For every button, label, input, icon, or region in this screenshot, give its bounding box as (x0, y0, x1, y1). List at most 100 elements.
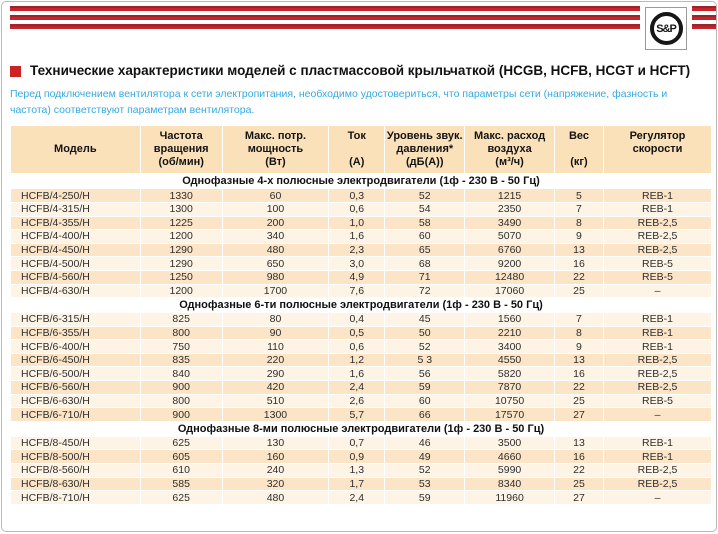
model-cell: HCFB/4-250/H (10, 188, 141, 203)
value-cell: 27 (553, 407, 605, 422)
value-cell: 1,0 (328, 215, 386, 231)
value-cell: 12480 (464, 269, 555, 285)
table-row: HCFB/4-560/H 1250 980 4,9 71 12480 22 REB-5 (10, 269, 712, 285)
table-row: HCFB/8-560/H 610 240 1,3 52 5990 22 REB-2,5 (10, 463, 712, 478)
value-cell: 625 (139, 435, 223, 451)
column-header-max-power: Макс. потр. мощность (Вт) (221, 125, 330, 175)
value-cell: 2,4 (328, 380, 386, 395)
model-cell: HCFB/8-450/H (10, 435, 141, 451)
column-header-max-airflow: Макс. расход воздуха (м³/ч) (464, 125, 555, 175)
sp-logo-text: S&P (656, 22, 677, 35)
value-cell: 585 (139, 476, 223, 492)
value-cell: 3400 (464, 339, 555, 354)
model-cell: HCFB/8-560/H (10, 463, 141, 478)
brand-stripes-left (10, 6, 640, 33)
value-cell: 3500 (464, 435, 555, 451)
value-cell: 1215 (464, 188, 555, 203)
model-cell: HCFB/4-315/H (10, 201, 141, 217)
table-row: HCFB/8-500/H 605 160 0,9 49 4660 16 REB-1 (10, 449, 712, 465)
value-cell: 2,3 (328, 242, 386, 258)
value-cell: 1,2 (328, 352, 386, 368)
value-cell: 66 (384, 407, 466, 422)
model-cell: HCFB/6-630/H (10, 393, 141, 409)
value-cell: 5 (553, 188, 605, 203)
value-cell: 27 (553, 490, 605, 505)
value-cell: REB-5 (603, 269, 712, 285)
title-row: Технические характеристики моделей с пла… (10, 63, 708, 79)
table-row: HCFB/4-250/H 1330 60 0,3 52 1215 5 REB-1 (10, 188, 712, 203)
model-cell: HCFB/4-450/H (10, 242, 141, 258)
value-cell: REB-2,5 (603, 366, 712, 382)
value-cell: 52 (384, 188, 466, 203)
value-cell: 65 (384, 242, 466, 258)
value-cell: 49 (384, 449, 466, 465)
value-cell: 480 (221, 242, 330, 258)
value-cell: 8340 (464, 476, 555, 492)
value-cell: 1700 (221, 283, 330, 299)
value-cell: 480 (221, 490, 330, 505)
brand-stripes-right (692, 6, 716, 33)
value-cell: 825 (139, 312, 223, 327)
table-row: HCFB/8-450/H 625 130 0,7 46 3500 13 REB-1 (10, 435, 712, 451)
red-stripe (692, 15, 716, 20)
value-cell: 3490 (464, 215, 555, 231)
value-cell: 200 (221, 215, 330, 231)
red-square-bullet-icon (10, 66, 21, 77)
value-cell: 100 (221, 201, 330, 217)
value-cell: 900 (139, 380, 223, 395)
value-cell: 1300 (139, 201, 223, 217)
sp-logo: S&P (645, 7, 687, 50)
value-cell: 17060 (464, 283, 555, 299)
value-cell: 0,7 (328, 435, 386, 451)
value-cell: 625 (139, 490, 223, 505)
value-cell: 22 (553, 463, 605, 478)
value-cell: 25 (553, 476, 605, 492)
value-cell: 5070 (464, 229, 555, 244)
model-cell: HCFB/4-355/H (10, 215, 141, 231)
value-cell: 1250 (139, 269, 223, 285)
value-cell: 2210 (464, 325, 555, 341)
table-row: HCFB/4-450/H 1290 480 2,3 65 6760 13 REB-2,5 (10, 242, 712, 258)
value-cell: 4660 (464, 449, 555, 465)
value-cell: 0,5 (328, 325, 386, 341)
value-cell: 56 (384, 366, 466, 382)
value-cell: 16 (553, 449, 605, 465)
spec-table-head: Модель Частота вращения (об/мин) Макс. потр.… (10, 125, 712, 175)
value-cell: 1300 (221, 407, 330, 422)
value-cell: 220 (221, 352, 330, 368)
value-cell: REB-1 (603, 325, 712, 341)
model-cell: HCFB/6-315/H (10, 312, 141, 327)
model-cell: HCFB/6-710/H (10, 407, 141, 422)
value-cell: 1290 (139, 242, 223, 258)
section-header-row: Однофазные 4-х полюсные электродвигатели… (10, 173, 712, 190)
value-cell: 1,6 (328, 229, 386, 244)
column-header-sound-level: Уровень звук. давления* (дБ(А)) (384, 125, 466, 175)
value-cell: – (603, 407, 712, 422)
section-header-label: Однофазные 6-ти полюсные электродвигател… (10, 297, 712, 314)
table-row: HCFB/4-630/H 1200 1700 7,6 72 17060 25– (10, 283, 712, 299)
value-cell: 5820 (464, 366, 555, 382)
table-row: HCFB/4-315/H 1300 100 0,6 54 2350 7 REB-1 (10, 201, 712, 217)
value-cell: 25 (553, 393, 605, 409)
value-cell: 800 (139, 393, 223, 409)
value-cell: 1,7 (328, 476, 386, 492)
brand-band: S&P (2, 2, 716, 52)
value-cell: REB-2,5 (603, 242, 712, 258)
value-cell: 17570 (464, 407, 555, 422)
value-cell: 605 (139, 449, 223, 465)
value-cell: 6760 (464, 242, 555, 258)
value-cell: 60 (384, 229, 466, 244)
model-cell: HCFB/6-450/H (10, 352, 141, 368)
value-cell: 240 (221, 463, 330, 478)
table-row: HCFB/6-315/H 825 80 0,4 45 1560 7 REB-1 (10, 312, 712, 327)
value-cell: 13 (553, 435, 605, 451)
table-row: HCFB/6-355/H 800 90 0,5 50 2210 8 REB-1 (10, 325, 712, 341)
value-cell: 1560 (464, 312, 555, 327)
value-cell: REB-1 (603, 449, 712, 465)
model-cell: HCFB/4-500/H (10, 256, 141, 271)
value-cell: 3,0 (328, 256, 386, 271)
value-cell: REB-1 (603, 312, 712, 327)
value-cell: 340 (221, 229, 330, 244)
value-cell: 5990 (464, 463, 555, 478)
value-cell: 2,6 (328, 393, 386, 409)
